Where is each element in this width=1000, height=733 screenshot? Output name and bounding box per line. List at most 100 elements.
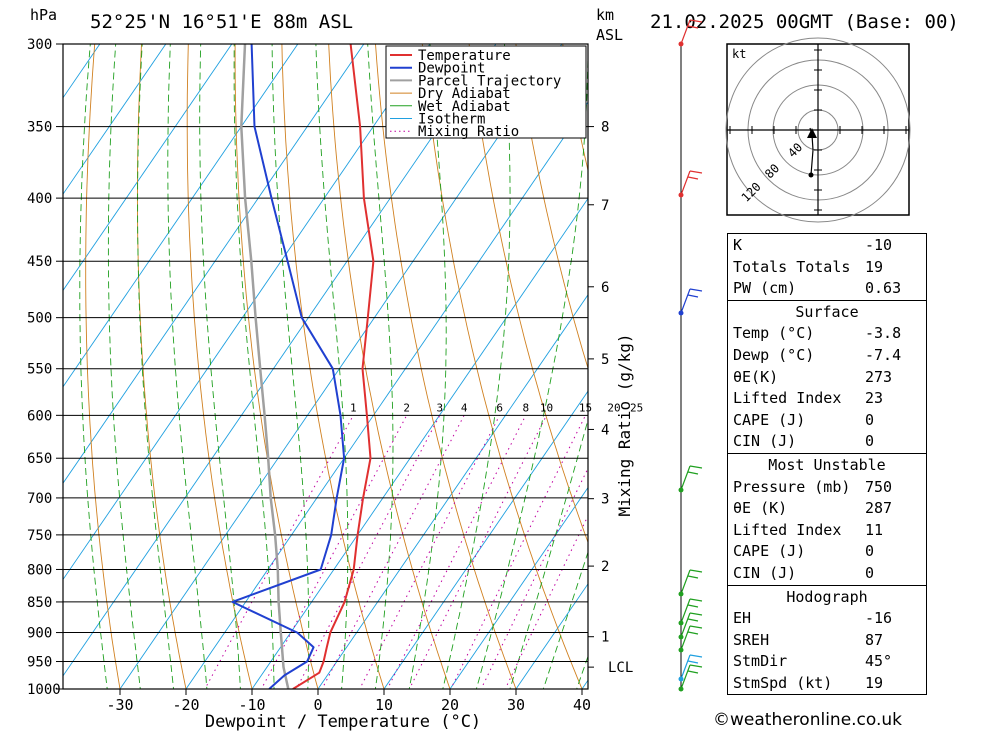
wet-adiabat-line xyxy=(137,44,174,689)
most-unstable-indices: Most Unstable Pressure (mb) 750 θE (K) 287 L… xyxy=(727,452,927,585)
index-row: CAPE (J) 0 xyxy=(733,410,921,432)
hodograph-ring xyxy=(725,37,911,223)
x-axis-label: Dewpoint / Temperature (°C) xyxy=(205,712,481,732)
pressure-tick-label: 850 xyxy=(27,595,52,611)
index-row: θE(K) 273 xyxy=(733,367,921,389)
pressure-tick-label: 750 xyxy=(27,528,52,544)
wet-adiabat-line xyxy=(79,44,108,689)
surface-indices: Surface Temp (°C) -3.8 Dewp (°C) -7.4 θE(K) 2… xyxy=(727,299,927,453)
legend-entry: Isotherm xyxy=(418,112,485,128)
wind-barb-column xyxy=(678,19,703,692)
km-tick-label: 6 xyxy=(601,280,609,296)
dewpoint-line xyxy=(231,44,346,689)
index-row: θE (K) 287 xyxy=(733,498,921,520)
temperature-tick-label: 30 xyxy=(507,696,525,714)
index-value: 87 xyxy=(865,630,884,649)
index-label: EH xyxy=(733,609,752,628)
wind-barb xyxy=(680,19,691,45)
mixing-ratio-label: 25 xyxy=(630,401,643,414)
index-label: CIN (J) xyxy=(733,563,797,582)
km-unit-label: km xyxy=(596,6,614,24)
hodograph-point xyxy=(808,172,814,178)
index-label: Lifted Index xyxy=(733,520,842,539)
credit-link[interactable]: ©weatheronline.co.uk xyxy=(713,710,903,730)
temperature-line xyxy=(292,44,375,689)
isotherm-line xyxy=(383,390,588,689)
index-label: θE(K) xyxy=(733,367,779,386)
isotherm-line xyxy=(63,44,431,581)
index-value: 0 xyxy=(865,410,875,429)
mixing-ratio-label: 15 xyxy=(579,401,592,414)
sounding-indices-table: K -10 Totals Totals 19 PW (cm) 0.63 Surface T… xyxy=(727,233,927,696)
mixing-ratio-label: 2 xyxy=(403,401,410,414)
index-label: CIN (J) xyxy=(733,432,797,451)
hodograph-indices: Hodograph EH -16 SREH 87 StmDir 45° StmSpd (kt… xyxy=(727,584,927,696)
dry-adiabat-line xyxy=(328,44,451,689)
general-indices: K -10 Totals Totals 19 PW (cm) 0.63 xyxy=(727,233,927,300)
wet-adiabat-line xyxy=(367,44,394,689)
grid-lines xyxy=(63,44,588,689)
km-tick-label: 5 xyxy=(601,352,609,368)
isotherm-line xyxy=(317,294,588,689)
isotherm-line xyxy=(119,44,563,689)
wet-adiabat-line xyxy=(167,44,208,689)
index-value: 0 xyxy=(865,432,875,451)
pressure-tick-label: 700 xyxy=(27,491,52,507)
wind-barb xyxy=(680,598,691,624)
km-tick-label: LCL xyxy=(608,660,633,676)
km-tick-label: 7 xyxy=(601,198,609,214)
index-row: Lifted Index 23 xyxy=(733,388,921,410)
index-value: 19 xyxy=(865,257,884,276)
temperature-tick-label: -30 xyxy=(106,696,133,714)
pressure-tick-label: 900 xyxy=(27,626,52,642)
isotherm-line xyxy=(515,583,588,689)
index-row: K -10 xyxy=(733,235,921,257)
temperature-tick-label: -20 xyxy=(172,696,199,714)
index-row: Lifted Index 11 xyxy=(733,520,921,542)
wet-adiabat-line xyxy=(408,44,447,689)
pressure-tick-label: 950 xyxy=(27,655,52,671)
plot-frame xyxy=(62,43,589,690)
wet-adiabat-line xyxy=(509,418,588,689)
surface-header: Surface xyxy=(795,302,859,321)
legend-entry: Dewpoint xyxy=(418,61,485,77)
wet-adiabat-line xyxy=(199,44,241,689)
legend-entry: Temperature xyxy=(418,48,511,64)
wet-adiabat-line xyxy=(542,550,588,689)
index-label: SREH xyxy=(733,630,770,649)
km-tick-label: 8 xyxy=(601,120,609,136)
dry-adiabat-line xyxy=(281,44,385,689)
wind-barb xyxy=(680,664,691,690)
index-value: 0 xyxy=(865,542,875,561)
mixing-ratio-line xyxy=(504,514,588,689)
storm-motion-marker xyxy=(807,128,817,138)
mixing-ratio-label: 4 xyxy=(461,401,468,414)
index-label: Totals Totals xyxy=(733,257,851,276)
axes: 3003504004505005506006507007508008509009… xyxy=(27,37,633,714)
wind-barb xyxy=(680,170,691,196)
index-label: Temp (°C) xyxy=(733,324,815,343)
pressure-tick-label: 1000 xyxy=(27,682,61,698)
index-value: -7.4 xyxy=(865,345,902,364)
mixing-ratio-axis-label: Mixing Ratio (g/kg) xyxy=(615,333,634,516)
mixing-ratio-label: 3 xyxy=(437,401,444,414)
wet-adiabat-line xyxy=(315,44,349,689)
location-title: 52°25'N 16°51'E 88m ASL xyxy=(90,11,353,33)
pressure-tick-label: 800 xyxy=(27,562,52,578)
isotherm-line xyxy=(63,44,365,484)
index-row: Temp (°C) -3.8 xyxy=(733,323,921,345)
mixing-ratio-label: 1 xyxy=(350,401,357,414)
index-value: 0 xyxy=(865,563,875,582)
pressure-tick-label: 450 xyxy=(27,254,52,270)
index-row: EH -16 xyxy=(733,608,921,630)
index-value: 23 xyxy=(865,389,884,408)
mixing-ratio-line xyxy=(480,467,588,689)
sounding-profiles xyxy=(231,44,375,689)
index-value: -3.8 xyxy=(865,324,902,343)
index-row: CIN (J) 0 xyxy=(733,563,921,585)
isotherm-line xyxy=(251,197,588,689)
index-value: 19 xyxy=(865,673,884,692)
dry-adiabat-line xyxy=(85,44,121,689)
